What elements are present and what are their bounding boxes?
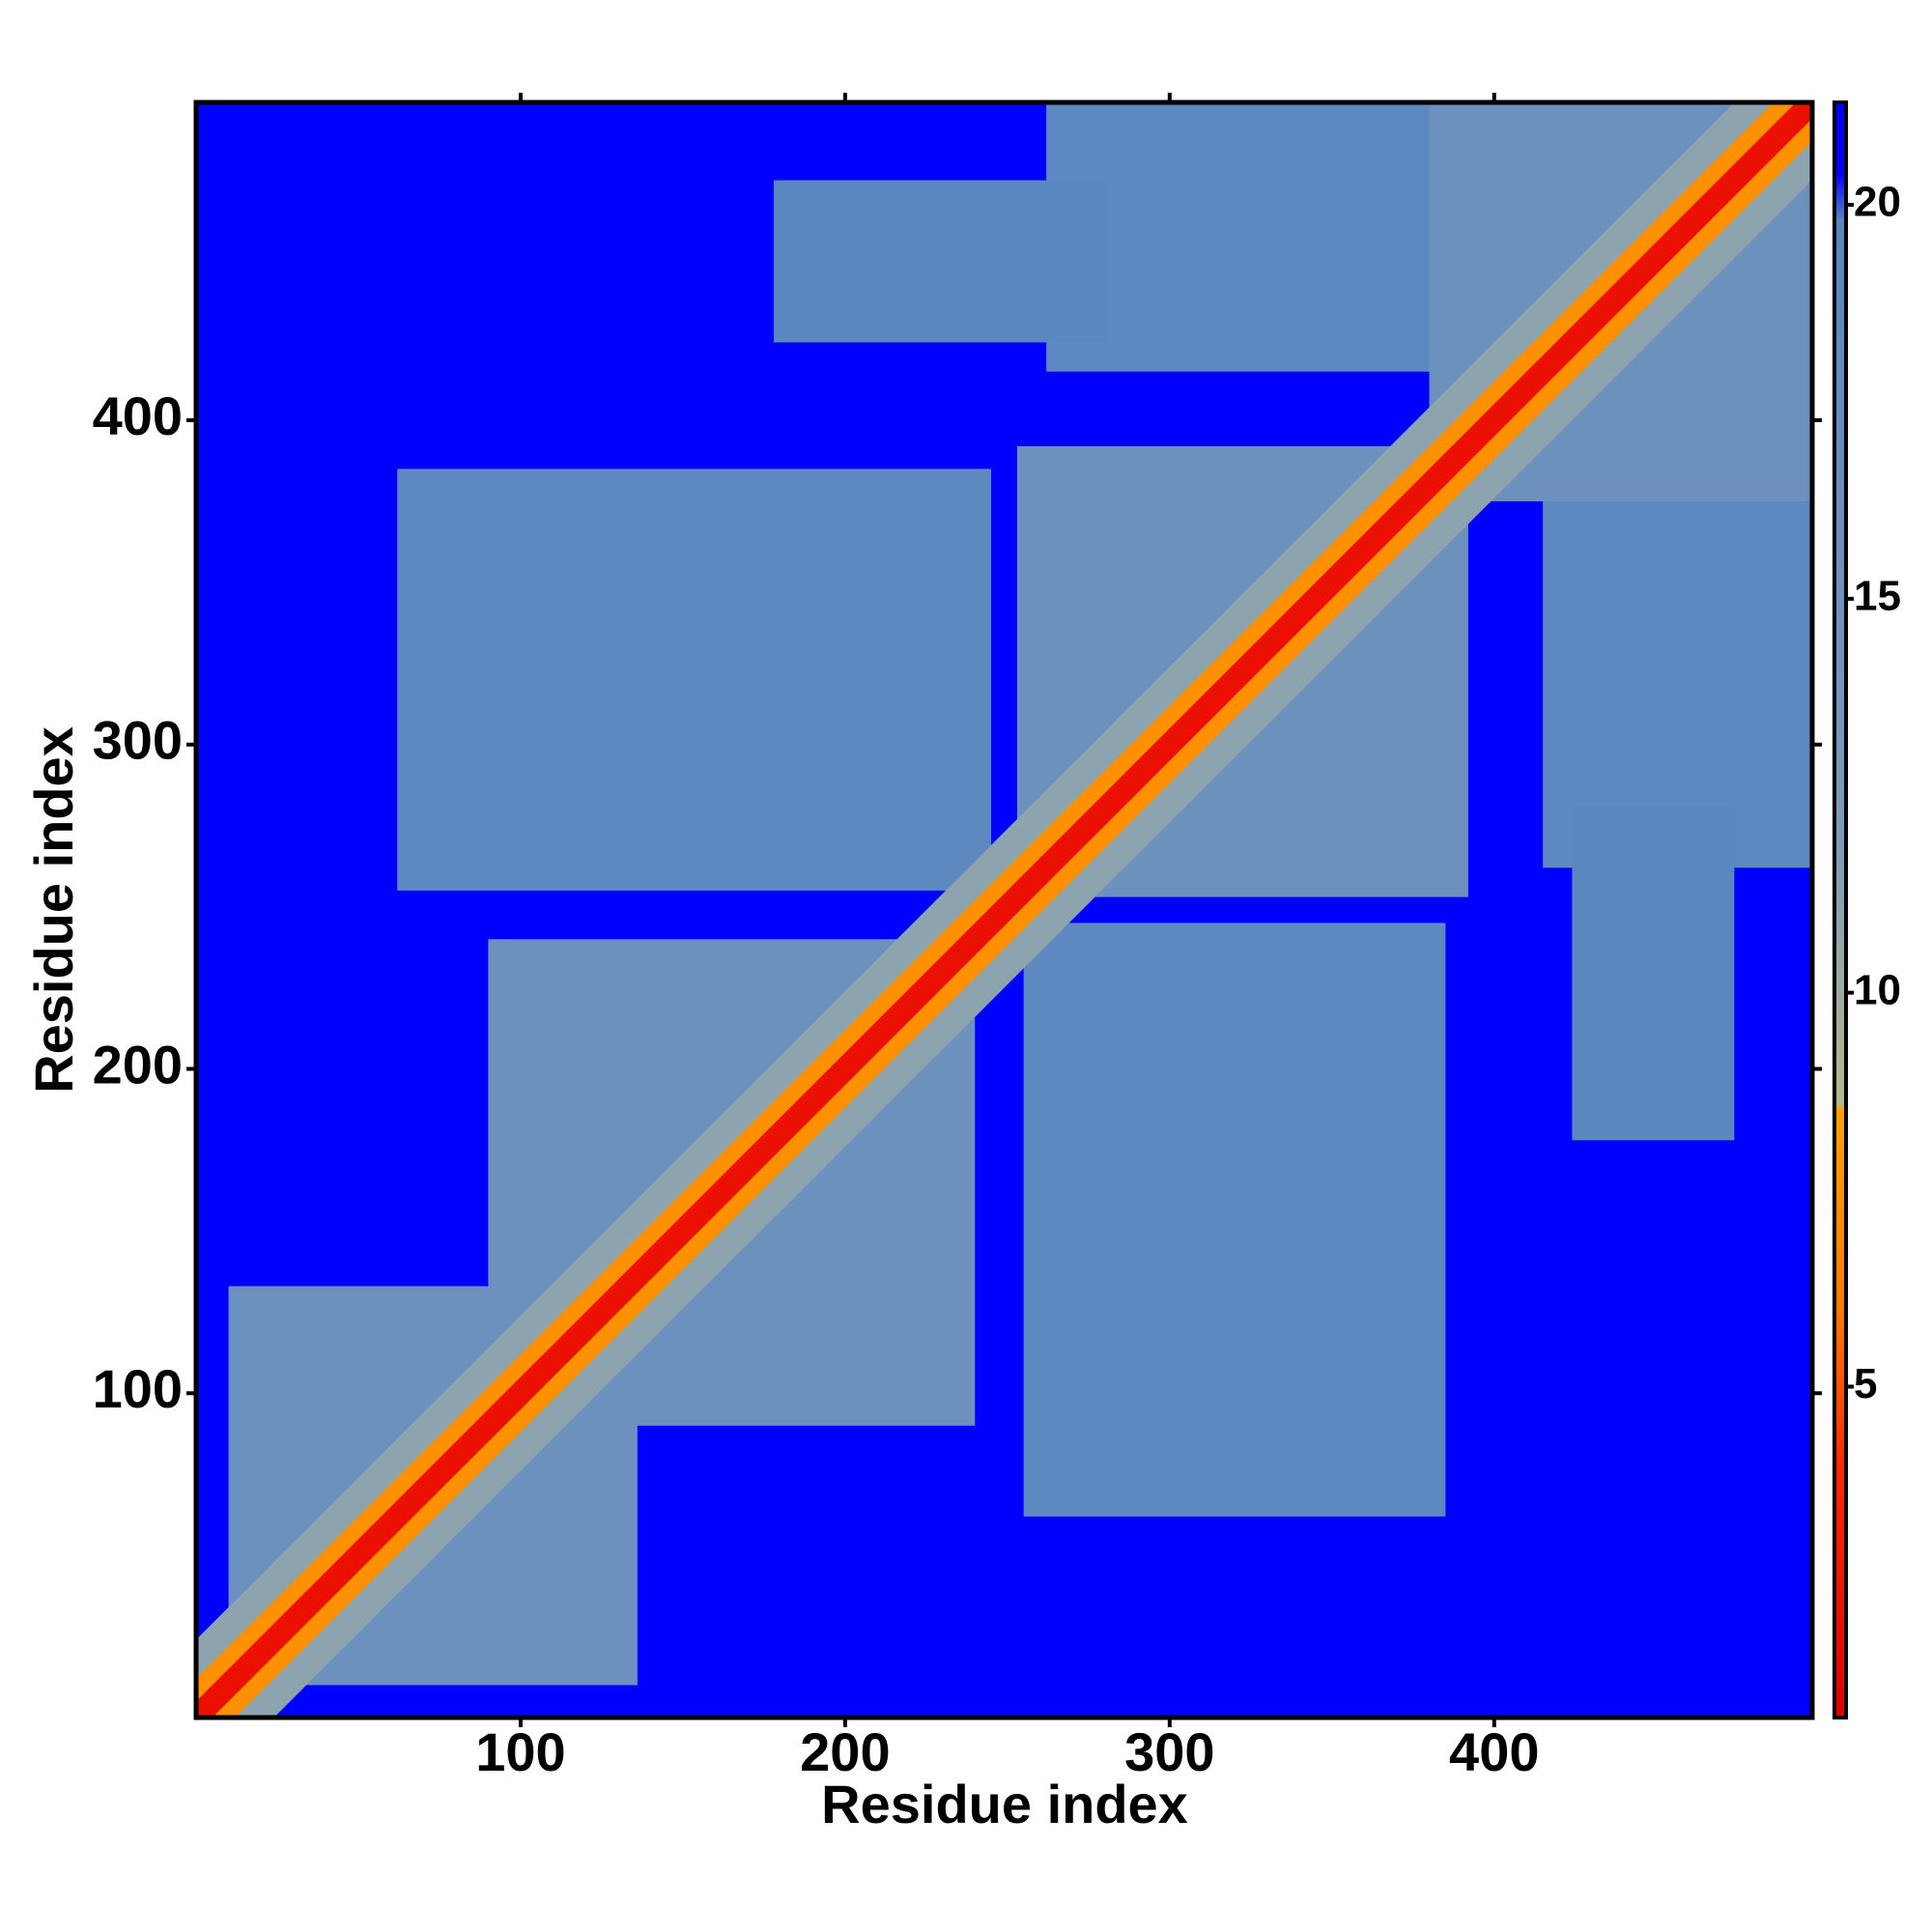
plot-area <box>196 102 1812 1718</box>
y-axis-title: Residue index <box>23 726 84 1094</box>
heatmap-block <box>1046 102 1446 372</box>
heatmap-block <box>1572 806 1735 1141</box>
x-tick-label: 200 <box>800 1721 890 1782</box>
heatmap-block <box>1023 923 1446 1517</box>
x-axis-title: Residue index <box>821 1774 1188 1834</box>
colorbar-tick-label: 20 <box>1854 179 1901 226</box>
y-tick-label: 100 <box>93 1358 183 1419</box>
y-tick-label: 200 <box>93 1034 183 1094</box>
y-tick-label: 400 <box>93 385 183 446</box>
colorbar-tick-label: 10 <box>1854 966 1901 1013</box>
colorbar-tick-label: 15 <box>1854 572 1901 619</box>
diagonal-band <box>196 102 1812 1718</box>
x-tick-label: 100 <box>475 1721 565 1782</box>
colorbar <box>1833 100 1848 1719</box>
colorbar-tick-label: 5 <box>1854 1360 1877 1407</box>
plot-frame <box>193 99 1815 1720</box>
x-tick-label: 400 <box>1449 1721 1539 1782</box>
heatmap-block <box>397 469 992 891</box>
y-tick-label: 300 <box>93 710 183 771</box>
heatmap-block <box>1543 469 1812 868</box>
x-tick-label: 300 <box>1124 1721 1214 1782</box>
heatmap-block <box>773 180 1109 343</box>
